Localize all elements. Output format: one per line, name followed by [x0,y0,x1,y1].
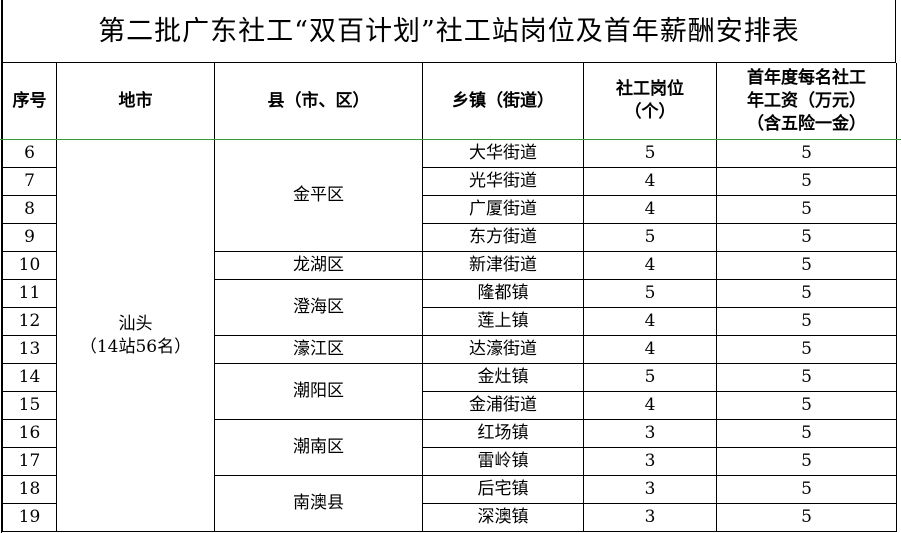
salary-cell: 5 [717,224,897,252]
header-salary-text: 首年度每名社工年工资（万元）（含五险一金） [747,67,866,134]
town-cell: 光华街道 [423,168,584,196]
posts-cell: 5 [584,140,717,168]
town-cell: 莲上镇 [423,308,584,336]
left-border [1,0,2,533]
town-cell: 金灶镇 [423,364,584,392]
header-county: 县（市、区） [215,63,423,140]
header-no: 序号 [2,63,57,140]
county-cell: 濠江区 [215,336,423,364]
salary-cell: 5 [717,504,897,532]
posts-cell: 3 [584,448,717,476]
county-cell: 澄海区 [215,280,423,336]
county-cell: 潮南区 [215,420,423,476]
salary-cell: 5 [717,196,897,224]
header-town: 乡镇（街道） [423,63,584,140]
posts-cell: 3 [584,504,717,532]
city-name: 汕头 [118,313,153,334]
posts-cell: 5 [584,280,717,308]
town-cell: 大华街道 [423,140,584,168]
city-cell: 汕头 （14站56名） [57,140,215,532]
posts-cell: 4 [584,336,717,364]
row-number: 11 [2,280,57,308]
posts-cell: 4 [584,252,717,280]
town-cell: 后宅镇 [423,476,584,504]
salary-cell: 5 [717,252,897,280]
header-city: 地市 [57,63,215,140]
row-number: 16 [2,420,57,448]
posts-cell: 4 [584,168,717,196]
salary-cell: 5 [717,476,897,504]
posts-cell: 4 [584,392,717,420]
row-number: 19 [2,504,57,532]
row-number: 14 [2,364,57,392]
salary-cell: 5 [717,280,897,308]
row-number: 7 [2,168,57,196]
town-cell: 东方街道 [423,224,584,252]
posts-cell: 5 [584,224,717,252]
salary-cell: 5 [717,448,897,476]
salary-cell: 5 [717,420,897,448]
posts-cell: 3 [584,476,717,504]
town-cell: 金浦街道 [423,392,584,420]
row-number: 12 [2,308,57,336]
header-posts: 社工岗位（个） [584,63,717,140]
salary-cell: 5 [717,140,897,168]
county-cell: 南澳县 [215,476,423,532]
posts-cell: 4 [584,308,717,336]
salary-cell: 5 [717,392,897,420]
town-cell: 雷岭镇 [423,448,584,476]
town-cell: 隆都镇 [423,280,584,308]
town-cell: 新津街道 [423,252,584,280]
selection-line [0,139,901,140]
posts-cell: 5 [584,364,717,392]
posts-cell: 4 [584,196,717,224]
header-salary: 首年度每名社工年工资（万元）（含五险一金） [717,63,897,140]
table-title: 第二批广东社工“双百计划”社工站岗位及首年薪酬安排表 [2,0,896,63]
town-cell: 达濠街道 [423,336,584,364]
row-number: 8 [2,196,57,224]
county-cell: 龙湖区 [215,252,423,280]
town-cell: 广厦街道 [423,196,584,224]
posts-cell: 3 [584,420,717,448]
town-cell: 深澳镇 [423,504,584,532]
salary-cell: 5 [717,364,897,392]
row-number: 15 [2,392,57,420]
row-number: 13 [2,336,57,364]
row-number: 10 [2,252,57,280]
header-posts-text: 社工岗位（个） [616,79,684,122]
salary-cell: 5 [717,308,897,336]
row-number: 9 [2,224,57,252]
town-cell: 红场镇 [423,420,584,448]
county-cell: 金平区 [215,140,423,252]
city-note: （14站56名） [79,336,192,357]
row-number: 17 [2,448,57,476]
county-cell: 潮阳区 [215,364,423,420]
salary-cell: 5 [717,168,897,196]
row-number: 6 [2,140,57,168]
row-number: 18 [2,476,57,504]
salary-cell: 5 [717,336,897,364]
